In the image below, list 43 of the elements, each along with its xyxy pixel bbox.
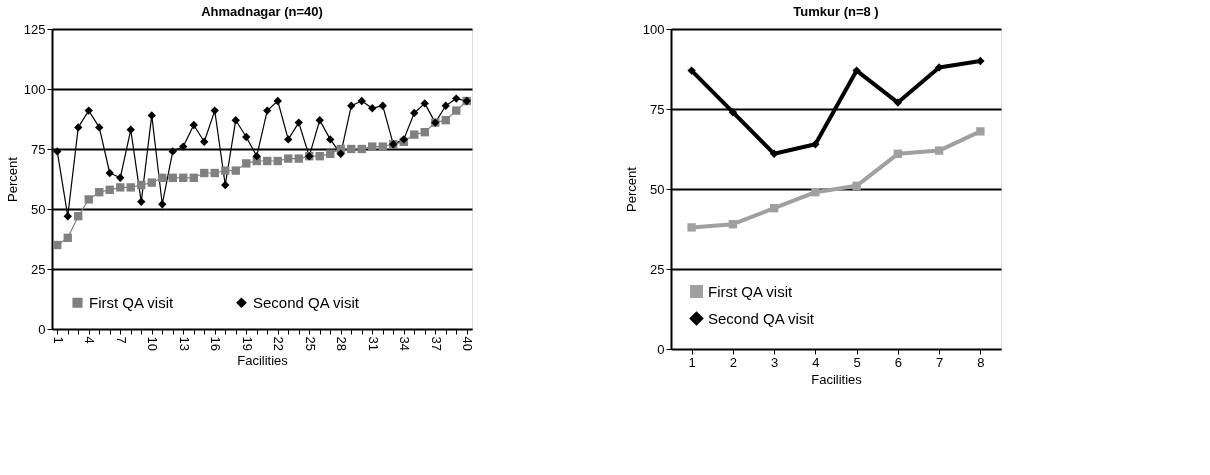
x-tick-label: 4 <box>82 336 98 344</box>
y-tick-label: 100 <box>23 81 46 97</box>
legend-label: First QA visit <box>89 293 174 311</box>
x-tick-label: 19 <box>239 336 255 351</box>
x-tick-label: 22 <box>271 336 287 351</box>
legend-label: Second QA visit <box>708 309 815 327</box>
x-tick-label: 3 <box>771 354 779 370</box>
y-axis-title: Percent <box>623 166 639 212</box>
y-tick-label: 0 <box>657 341 665 357</box>
x-axis-title: Facilities <box>811 371 863 387</box>
x-tick-label: 37 <box>428 336 444 351</box>
x-tick-label: 13 <box>176 336 192 351</box>
x-tick-label: 5 <box>853 354 861 370</box>
x-tick-label: 25 <box>302 336 318 351</box>
legend-label: First QA visit <box>708 282 793 300</box>
legend-label: Second QA visit <box>253 293 360 311</box>
x-tick-label: 7 <box>936 354 944 370</box>
y-tick-label: 100 <box>642 21 665 37</box>
y-tick-label: 75 <box>31 141 46 157</box>
x-tick-label: 7 <box>113 336 129 344</box>
x-tick-label: 6 <box>894 354 902 370</box>
x-tick-label: 34 <box>397 336 413 351</box>
x-tick-label: 4 <box>812 354 820 370</box>
y-tick-label: 25 <box>650 261 665 277</box>
x-tick-label: 1 <box>688 354 696 370</box>
y-tick-label: 25 <box>31 261 46 277</box>
y-tick-label: 50 <box>31 201 46 217</box>
y-tick-label: 75 <box>650 101 665 117</box>
x-tick-label: 10 <box>145 336 161 351</box>
x-tick-label: 28 <box>334 336 350 351</box>
y-tick-label: 0 <box>38 321 46 337</box>
x-tick-label: 40 <box>460 336 476 351</box>
x-tick-label: 1 <box>50 336 66 344</box>
x-tick-label: 8 <box>977 354 985 370</box>
chart-title: Tumkur (n=8 ) <box>793 4 879 19</box>
y-tick-label: 50 <box>650 181 665 197</box>
x-tick-label: 31 <box>365 336 381 351</box>
chart-title: Ahmadnagar (n=40) <box>201 4 323 19</box>
y-tick-label: 125 <box>23 21 46 37</box>
x-axis-title: Facilities <box>237 352 289 368</box>
x-tick-label: 2 <box>729 354 737 370</box>
x-tick-label: 16 <box>208 336 224 351</box>
y-axis-title: Percent <box>4 156 20 202</box>
